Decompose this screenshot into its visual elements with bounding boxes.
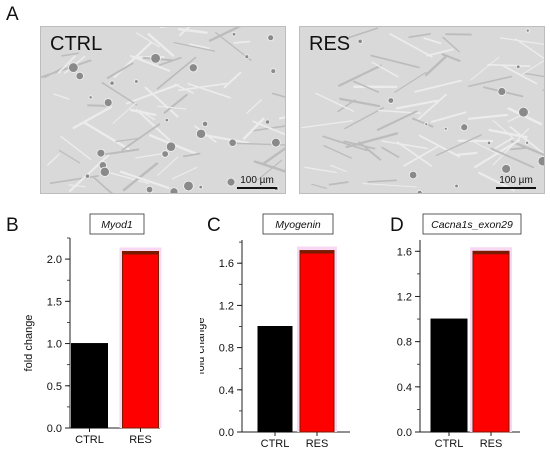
scalebar-text: 100 µm (499, 175, 533, 186)
y-tick-label: 1.2 (397, 291, 412, 303)
x-tick-label: CTRL (75, 434, 104, 446)
y-tick-label: 0.4 (397, 382, 412, 394)
micrograph-res-scalebar: 100 µm (496, 175, 536, 189)
micrograph-ctrl-label: CTRL (50, 33, 103, 55)
bar-res (122, 251, 159, 429)
y-tick-label: 1.5 (47, 296, 62, 308)
micrograph-res-label: RES (309, 33, 351, 55)
y-axis-label: fold change (200, 318, 207, 375)
y-tick-label: 0.0 (47, 423, 62, 435)
y-tick-label: 0.8 (397, 337, 412, 349)
chart-title: Myod1 (101, 219, 133, 231)
x-tick-label: RES (129, 434, 152, 446)
scalebar-line (237, 187, 277, 189)
y-tick-label: 1.2 (219, 300, 234, 312)
chart-title: Myogenin (275, 219, 321, 231)
y-tick-label: 1.6 (397, 246, 412, 258)
chart-myogenin: Myogenin 0.0 0.4 0.8 1.2 1.6 fold change CTRL RE… (200, 213, 350, 450)
chart-title-box (262, 213, 334, 235)
y-tick-label: 0.8 (219, 343, 234, 355)
x-tick-label: RES (480, 438, 503, 450)
bar-cap (300, 250, 334, 254)
bar-ctrl (71, 343, 108, 429)
y-tick-label: 1.6 (219, 258, 234, 270)
y-tick-label: 0.5 (47, 381, 62, 393)
micrograph-ctrl-image (41, 27, 285, 193)
bar-res (472, 250, 510, 433)
bar-cap (473, 251, 509, 255)
micrograph-ctrl-scalebar: 100 µm (237, 175, 277, 189)
y-tick-label: 0.4 (219, 385, 234, 397)
y-tick-label: 0.0 (397, 427, 412, 439)
y-tick-label: 1.0 (47, 339, 62, 351)
micrograph-res: RES 100 µm (299, 26, 545, 194)
y-tick-label: 0.0 (219, 427, 234, 439)
bar-ctrl (430, 318, 468, 433)
bar-cap (122, 251, 159, 255)
chart-title: Cacna1s_exon29 (431, 219, 513, 231)
panel-letter-a: A (6, 4, 19, 25)
chart-title-box (89, 213, 145, 235)
x-tick-label: CTRL (435, 438, 464, 450)
x-tick-label: CTRL (261, 438, 290, 450)
micrograph-res-image (300, 27, 544, 193)
chart-title-box (422, 213, 522, 235)
bar-ctrl (257, 326, 293, 433)
scalebar-line (496, 187, 536, 189)
panel-letter-d: D (390, 215, 404, 236)
y-tick-label: 2.0 (47, 254, 62, 266)
panel-letter-c: C (207, 215, 221, 236)
x-tick-label: RES (306, 438, 329, 450)
micrograph-ctrl: CTRL 100 µm (40, 26, 286, 194)
y-axis-label: fold change (23, 315, 35, 372)
scalebar-text: 100 µm (240, 175, 274, 186)
panel-letter-b: B (6, 215, 19, 236)
bar-res (299, 250, 335, 433)
chart-myod1: Myod1 0.0 0.5 1.0 1.5 2.0 fold change CTRL RES (23, 213, 162, 446)
